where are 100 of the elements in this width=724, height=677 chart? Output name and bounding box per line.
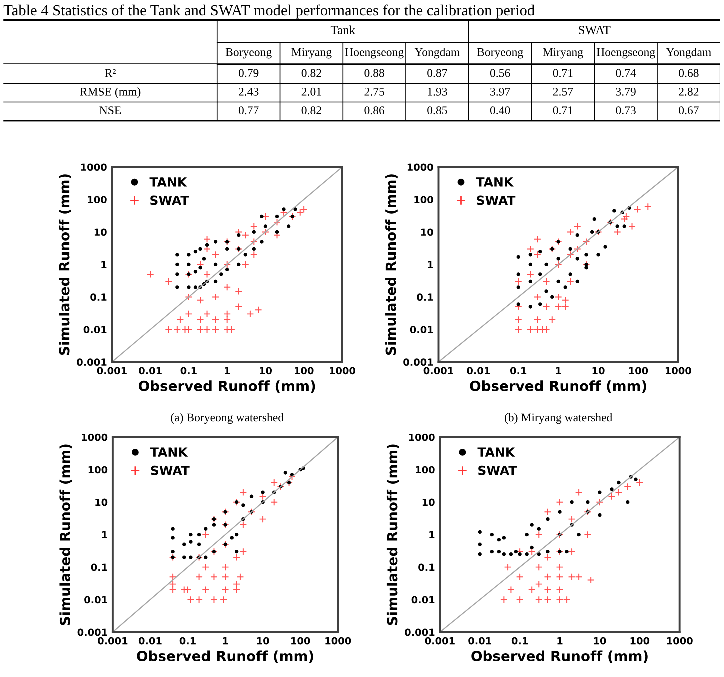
text: 0.88 <box>364 69 384 78</box>
x-axis-title: Observed Runoff (mm) <box>137 650 314 664</box>
y-tick-label: 100 <box>416 466 435 474</box>
y-tick-label: 1000 <box>409 434 435 442</box>
legend-label: TANK <box>150 178 188 187</box>
text: 0.71 <box>553 69 573 78</box>
text: Table 4 Statistics of the Tank and SWAT model performances for the calibration period <box>4 4 535 19</box>
y-tick-label: 0.01 <box>412 596 435 604</box>
x-tick-label: 1000 <box>667 637 693 645</box>
y-tick-label: 1 <box>102 531 108 539</box>
y-tick-label: 1000 <box>82 434 108 442</box>
y-tick-label: 0.001 <box>77 358 107 366</box>
y-tick-label: 10 <box>94 228 107 236</box>
text: 0.40 <box>490 106 510 115</box>
x-tick-label: 0.01 <box>139 367 162 375</box>
x-tick-label: 0.1 <box>180 637 196 645</box>
y-tick-label: 100 <box>88 466 108 474</box>
legend-label: TANK <box>476 178 514 187</box>
text: 0.67 <box>679 106 699 115</box>
y-tick-label: 0.001 <box>78 628 108 636</box>
y-tick-label: 1000 <box>408 164 434 172</box>
text: 0.85 <box>428 106 448 115</box>
text: (a) Boryeong watershed <box>171 413 284 424</box>
x-axis-title: Observed Runoff (mm) <box>470 380 646 394</box>
text: 0.74 <box>616 69 636 78</box>
legend-label: SWAT <box>477 196 516 206</box>
x-tick-label: 0.01 <box>138 637 162 645</box>
text: SWAT <box>579 26 611 35</box>
text: (b) Miryang watershed <box>504 413 613 424</box>
y-tick-label: 100 <box>414 196 434 204</box>
y-axis-title: Simulated Runoff (mm) <box>386 174 398 356</box>
text: Tank <box>330 26 356 34</box>
category-label: Boryeong <box>477 48 524 59</box>
x-tick-label: 0.01 <box>467 367 490 375</box>
category-label: R² <box>105 69 116 78</box>
y-tick-label: 10 <box>421 228 434 236</box>
y-tick-label: 1 <box>428 261 434 268</box>
text: 0.82 <box>302 69 322 78</box>
x-tick-label: 10 <box>594 637 606 645</box>
category-label: Boryeong <box>226 48 272 59</box>
x-tick-label: 100 <box>292 637 310 645</box>
text: 0.87 <box>428 69 448 78</box>
x-tick-label: 10 <box>260 367 272 375</box>
y-tick-label: 10 <box>422 498 435 506</box>
text: 2.75 <box>364 88 384 96</box>
legend-label: SWAT <box>150 196 190 206</box>
x-tick-label: 1 <box>558 637 563 645</box>
category-label: RMSE (mm) <box>80 88 141 98</box>
text: 2.01 <box>302 88 322 96</box>
text: 3.97 <box>490 88 510 96</box>
y-tick-label: 1000 <box>81 164 107 172</box>
x-tick-label: 1 <box>223 637 228 645</box>
x-tick-label: 0.01 <box>468 637 492 645</box>
x-axis-title: Observed Runoff (mm) <box>472 650 648 664</box>
text: 0.82 <box>302 106 322 115</box>
y-tick-label: 0.001 <box>404 358 434 366</box>
x-tick-label: 0.1 <box>510 367 527 375</box>
x-tick-label: 0.1 <box>512 637 528 645</box>
y-tick-label: 1 <box>102 261 107 268</box>
text: 1.93 <box>428 88 448 96</box>
y-tick-label: 0.1 <box>417 294 434 302</box>
text: 2.82 <box>679 88 699 96</box>
y-tick-label: 0.01 <box>84 326 107 334</box>
x-axis-title: Observed Runoff (mm) <box>138 380 316 394</box>
x-tick-label: 10 <box>257 637 270 645</box>
x-tick-label: 0.1 <box>180 367 197 375</box>
text: 0.56 <box>490 69 510 78</box>
x-tick-label: 1000 <box>666 367 692 375</box>
y-tick-label: 0.01 <box>84 596 108 604</box>
x-tick-label: 10 <box>592 367 605 375</box>
y-axis-title: Simulated Runoff (mm) <box>59 174 72 356</box>
y-tick-label: 1 <box>430 531 435 539</box>
x-tick-label: 100 <box>629 367 648 375</box>
text: 0.86 <box>364 106 385 115</box>
text: 0.68 <box>679 69 699 78</box>
legend-label: SWAT <box>478 466 518 476</box>
category-label: Yongdam <box>666 48 712 59</box>
legend-label: TANK <box>478 448 516 457</box>
y-tick-label: 10 <box>96 498 108 506</box>
x-tick-label: 1 <box>225 367 230 374</box>
y-tick-label: 0.001 <box>405 628 435 636</box>
x-tick-label: 1000 <box>326 637 352 645</box>
text: 0.79 <box>238 69 259 78</box>
category-label: Yongdam <box>414 48 460 59</box>
y-axis-title: Simulated Runoff (mm) <box>386 444 400 626</box>
y-tick-label: 100 <box>88 196 107 204</box>
text: 0.71 <box>553 106 573 115</box>
text: 0.73 <box>616 106 636 115</box>
text: 3.79 <box>616 88 636 96</box>
category-label: Hoengseong <box>596 48 656 59</box>
category-label: Miryang <box>292 48 332 59</box>
category-label: NSE <box>100 106 122 115</box>
y-tick-label: 0.1 <box>90 294 107 302</box>
legend-label: TANK <box>150 448 188 457</box>
x-tick-label: 100 <box>295 367 314 375</box>
y-tick-label: 0.1 <box>418 564 435 572</box>
text: 2.57 <box>553 88 574 96</box>
y-axis-title: Simulated Runoff (mm) <box>60 444 72 626</box>
y-tick-label: 0.01 <box>410 326 434 334</box>
text: 0.77 <box>238 106 259 115</box>
